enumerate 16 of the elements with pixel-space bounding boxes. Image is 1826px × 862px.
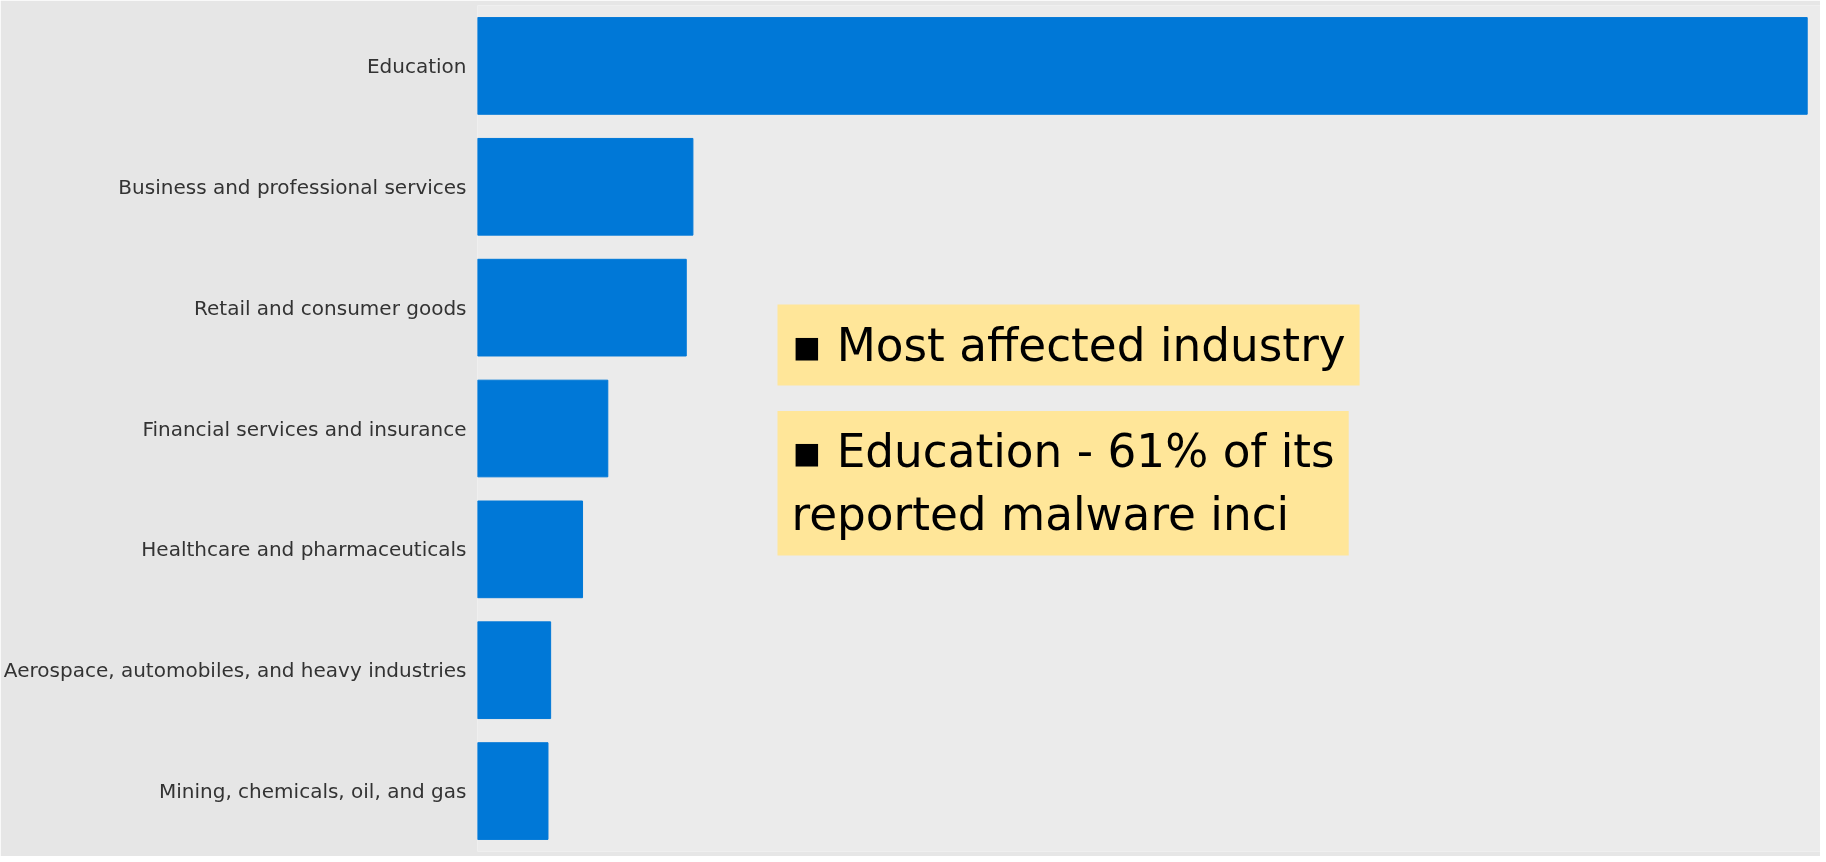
bar xyxy=(477,500,584,599)
y-tick-label: Business and professional services xyxy=(118,174,467,199)
bar xyxy=(477,742,549,840)
annotation: ▪ Most affected industry xyxy=(791,318,1346,372)
y-tick-label: Financial services and insurance xyxy=(142,416,467,441)
y-tick-label: Healthcare and pharmaceuticals xyxy=(141,537,467,562)
bar xyxy=(477,621,552,720)
bar xyxy=(477,137,694,236)
bar xyxy=(477,379,609,478)
bar xyxy=(477,258,687,357)
bar xyxy=(477,17,1808,115)
y-tick-label: Retail and consumer goods xyxy=(193,295,467,320)
y-tick-label: Aerospace, automobiles, and heavy industries xyxy=(3,658,467,683)
annotation: ▪ Education - 61% of its reported malware inci xyxy=(791,424,1335,542)
y-tick-label: Education xyxy=(366,53,467,78)
y-tick-label: Mining, chemicals, oil, and gas xyxy=(158,779,467,804)
